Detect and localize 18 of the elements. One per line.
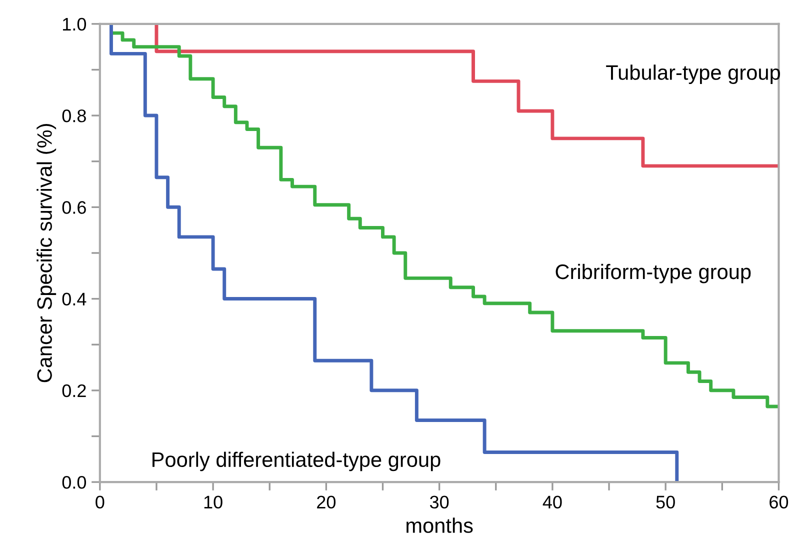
series-label: Cribriform-type group [556, 264, 751, 284]
y-tick-label: 1.0 [63, 18, 86, 31]
x-tick-label: 30 [430, 496, 449, 509]
y-tick-label: 0.2 [62, 384, 86, 398]
text: Tubular-type group [606, 64, 780, 84]
y-tick-label: 0.8 [62, 109, 86, 122]
x-tick-label: 60 [770, 496, 788, 509]
x-axis-title: months [406, 518, 473, 533]
y-axis-title: Cancer Specific survival (%) [36, 124, 56, 382]
x-tick-label: 50 [656, 496, 675, 509]
x-tick-label: 40 [542, 496, 562, 509]
y-tick-label: 0.6 [62, 201, 86, 214]
y-tick-label: 0.0 [62, 476, 86, 489]
x-tick-label: 20 [317, 496, 336, 509]
series-label: Poorly differentiated-type group [152, 452, 440, 472]
y-tick-label: 0.4 [62, 292, 86, 306]
x-tick-label: 0 [96, 496, 104, 509]
x-tick-label: 10 [204, 496, 222, 509]
